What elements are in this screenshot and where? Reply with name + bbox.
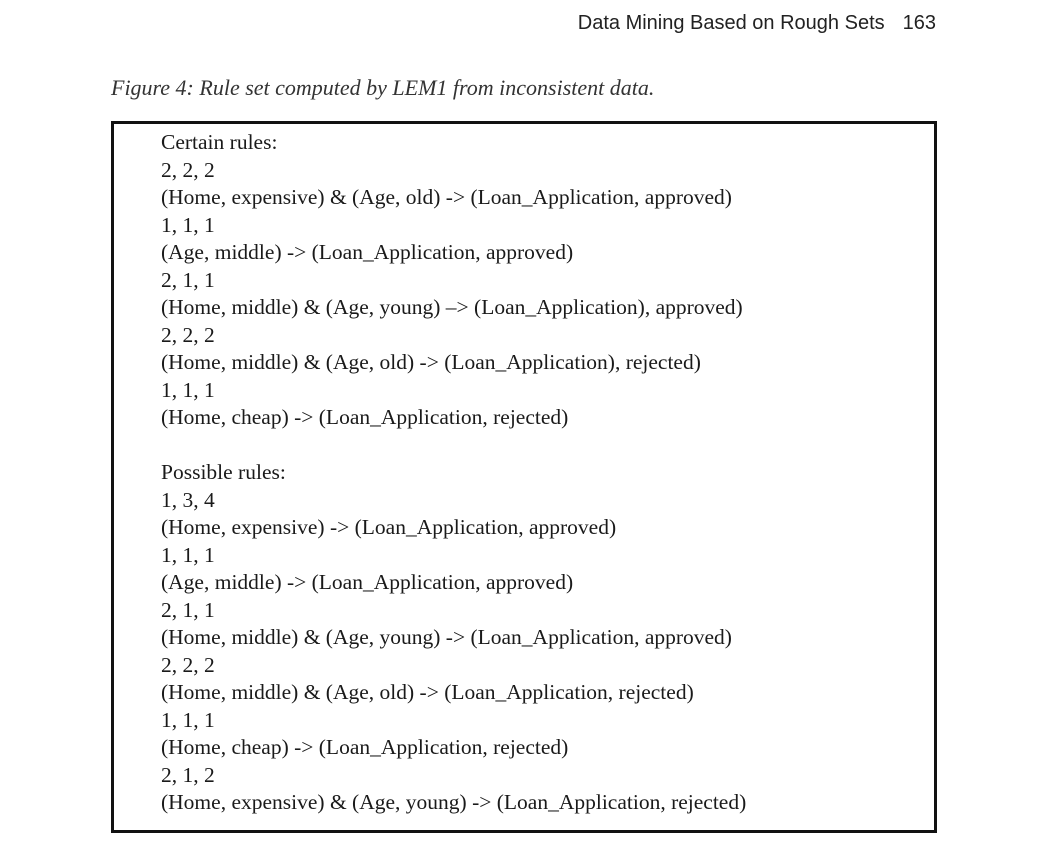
figure-box: Certain rules: 2, 2, 2 (Home, expensive)… — [111, 121, 937, 833]
possible-rule-stats: 2, 2, 2 — [161, 652, 215, 677]
certain-rule: (Home, middle) & (Age, young) –> (Loan_A… — [161, 295, 743, 319]
certain-rule-stats: 1, 1, 1 — [161, 377, 215, 402]
figure-caption: Figure 4: Rule set computed by LEM1 from… — [111, 75, 655, 100]
possible-rule-stats: 2, 1, 1 — [161, 597, 215, 622]
certain-rule-stats: 2, 2, 2 — [161, 322, 215, 347]
possible-rule-stats: 1, 3, 4 — [161, 487, 215, 512]
possible-rule-stats: 2, 1, 2 — [161, 762, 215, 787]
possible-rule: (Home, expensive) -> (Loan_Application, … — [161, 515, 617, 539]
rule-set: Certain rules: 2, 2, 2 (Home, expensive)… — [161, 129, 746, 817]
certain-rule-stats: 1, 1, 1 — [161, 212, 215, 237]
possible-rule: (Home, expensive) & (Age, young) -> (Loa… — [161, 790, 747, 814]
possible-rule: (Home, middle) & (Age, old) -> (Loan_App… — [161, 680, 694, 704]
page-number: 163 — [902, 12, 936, 34]
possible-rule-stats: 1, 1, 1 — [161, 707, 215, 732]
certain-rule-stats: 2, 1, 1 — [161, 267, 215, 292]
running-head: Data Mining Based on Rough Sets 163 — [578, 12, 936, 35]
possible-rule-stats: 1, 1, 1 — [161, 542, 215, 567]
certain-rule: (Home, middle) & (Age, old) -> (Loan_App… — [161, 350, 701, 374]
section-spacer — [161, 432, 746, 460]
certain-rule-stats: 2, 2, 2 — [161, 157, 215, 182]
certain-rule: (Home, expensive) & (Age, old) -> (Loan_… — [161, 185, 732, 209]
possible-rule: (Home, middle) & (Age, young) -> (Loan_A… — [161, 625, 732, 649]
certain-rules-heading: Certain rules: — [161, 130, 278, 154]
certain-rule: (Home, cheap) -> (Loan_Application, reje… — [161, 405, 569, 429]
possible-rules-heading: Possible rules: — [161, 460, 286, 484]
possible-rule: (Home, cheap) -> (Loan_Application, reje… — [161, 735, 569, 759]
running-head-title: Data Mining Based on Rough Sets — [577, 12, 885, 34]
certain-rule: (Age, middle) -> (Loan_Application, appr… — [161, 240, 574, 264]
possible-rule: (Age, middle) -> (Loan_Application, appr… — [161, 570, 574, 594]
